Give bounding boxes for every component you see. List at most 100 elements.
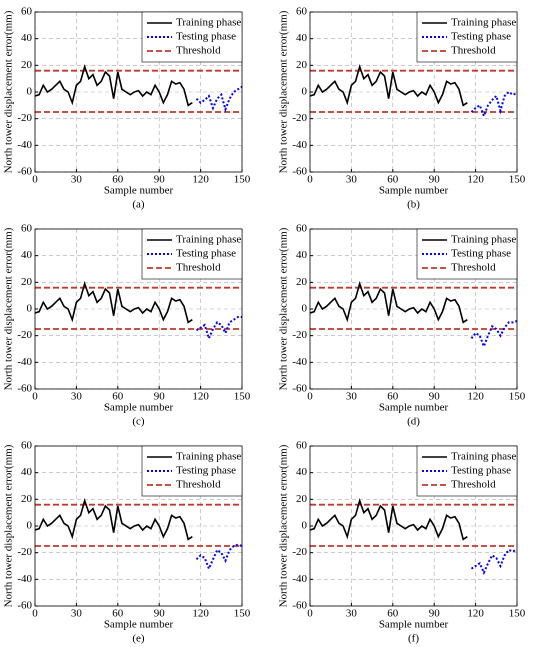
series-line <box>195 85 243 113</box>
plot-frame <box>309 228 518 390</box>
x-tick-label: 30 <box>71 174 83 186</box>
legend-label: Training phase <box>451 451 516 463</box>
legend-label: Threshold <box>176 262 221 274</box>
y-axis-label: North tower displacement error(mm) <box>3 10 15 173</box>
x-tick-label: 60 <box>112 391 124 403</box>
y-tick-label: -40 <box>17 139 32 151</box>
series-line <box>34 63 193 107</box>
series-line <box>309 497 468 541</box>
series-line <box>470 320 518 350</box>
legend-box <box>416 228 518 280</box>
y-tick-label: -40 <box>292 139 307 151</box>
plot-frame <box>34 228 243 390</box>
caption: (c) <box>132 416 145 428</box>
caption: (a) <box>132 199 145 211</box>
legend-label: Threshold <box>451 45 496 57</box>
x-tick-label: 60 <box>387 391 399 403</box>
y-tick-label: 40 <box>296 466 308 478</box>
y-tick-label: -20 <box>292 112 307 124</box>
y-tick-label: 0 <box>27 520 33 532</box>
y-tick-label: 40 <box>296 32 308 44</box>
legend-label: Testing phase <box>176 31 236 43</box>
y-axis-label: North tower displacement error(mm) <box>3 444 15 607</box>
legend-label: Testing phase <box>451 31 511 43</box>
x-axis-label: Sample number <box>104 185 174 197</box>
caption: (b) <box>407 199 420 211</box>
series-line <box>34 280 193 324</box>
y-axis-label: North tower displacement error(mm) <box>278 444 290 607</box>
y-tick-label: -60 <box>17 383 32 395</box>
x-tick-label: 60 <box>112 608 124 620</box>
x-tick-label: 30 <box>346 174 358 186</box>
series-line <box>470 90 518 119</box>
y-tick-label: 20 <box>21 59 33 71</box>
y-tick-label: 20 <box>21 493 33 505</box>
x-tick-label: 30 <box>71 391 83 403</box>
x-tick-label: 120 <box>467 608 484 620</box>
series-line <box>195 316 242 342</box>
x-tick-label: 150 <box>509 608 526 620</box>
x-tick-label: 150 <box>509 391 526 403</box>
x-tick-label: 0 <box>307 174 313 186</box>
series-line <box>34 497 193 541</box>
y-tick-label: -20 <box>292 329 307 341</box>
legend-label: Testing phase <box>176 248 236 260</box>
x-tick-label: 0 <box>32 391 38 403</box>
x-tick-label: 90 <box>154 608 166 620</box>
x-tick-label: 90 <box>429 174 441 186</box>
y-tick-label: -20 <box>292 546 307 558</box>
y-tick-label: -60 <box>292 166 307 178</box>
x-tick-label: 90 <box>429 391 441 403</box>
x-tick-label: 150 <box>234 608 251 620</box>
y-tick-label: 20 <box>296 493 308 505</box>
x-tick-label: 120 <box>467 391 484 403</box>
x-tick-label: 150 <box>234 174 251 186</box>
x-tick-label: 30 <box>346 608 358 620</box>
y-tick-label: 0 <box>302 86 308 98</box>
caption: (d) <box>407 416 420 428</box>
legend-label: Threshold <box>451 262 496 274</box>
x-tick-label: 60 <box>387 174 399 186</box>
x-tick-label: 60 <box>112 174 124 186</box>
y-tick-label: 60 <box>296 440 308 452</box>
x-tick-label: 0 <box>32 608 38 620</box>
legend-label: Training phase <box>451 17 516 29</box>
x-tick-label: 60 <box>387 608 399 620</box>
x-tick-label: 90 <box>429 608 441 620</box>
x-tick-label: 30 <box>71 608 83 620</box>
y-tick-label: 20 <box>296 59 308 71</box>
plot-frame <box>34 11 243 173</box>
y-tick-label: 20 <box>21 276 33 288</box>
legend-box <box>416 11 518 63</box>
x-tick-label: 30 <box>346 391 358 403</box>
x-tick-label: 90 <box>154 391 166 403</box>
x-tick-label: 0 <box>307 608 313 620</box>
y-tick-label: -60 <box>17 600 32 612</box>
caption: (f) <box>408 633 419 645</box>
legend-label: Training phase <box>451 234 516 246</box>
plot-frame <box>309 11 518 173</box>
legend-label: Testing phase <box>176 465 236 477</box>
legend-box <box>416 445 518 497</box>
y-tick-label: 60 <box>296 6 308 18</box>
y-tick-label: 60 <box>21 223 33 235</box>
legend-label: Threshold <box>176 479 221 491</box>
legend-box <box>141 11 243 63</box>
y-tick-label: -40 <box>17 573 32 585</box>
legend-label: Training phase <box>176 17 241 29</box>
y-tick-label: 60 <box>21 440 33 452</box>
y-tick-label: -40 <box>292 356 307 368</box>
x-axis-label: Sample number <box>104 619 174 631</box>
x-tick-label: 120 <box>467 174 484 186</box>
y-tick-label: -20 <box>17 329 32 341</box>
x-tick-label: 150 <box>509 174 526 186</box>
y-tick-label: 0 <box>27 86 33 98</box>
series-line <box>309 280 468 324</box>
x-axis-label: Sample number <box>379 402 449 414</box>
plot-frame <box>34 445 243 607</box>
legend-box <box>141 445 243 497</box>
y-tick-label: 0 <box>302 303 308 315</box>
series-line <box>195 543 243 572</box>
plot-frame <box>309 445 518 607</box>
legend-label: Testing phase <box>451 465 511 477</box>
